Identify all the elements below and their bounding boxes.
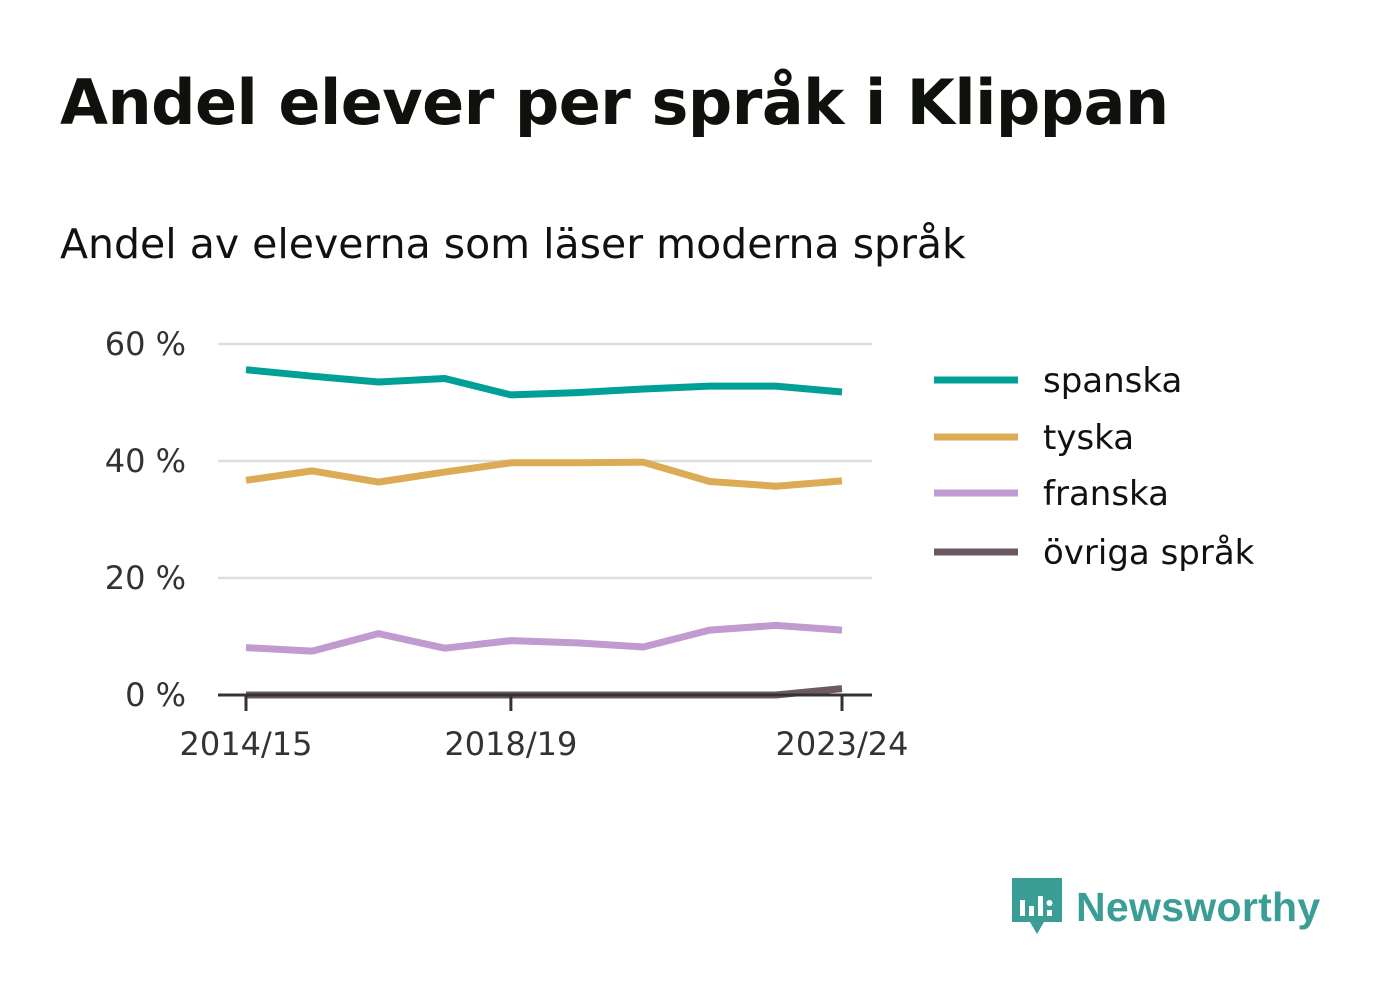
axes: 0 % 20 % 40 % 60 % 2014/15 2018/19 2023/24	[105, 325, 909, 763]
legend-label-0: spanska	[1043, 361, 1182, 401]
series-line-0	[245, 366, 843, 399]
y-tick-label: 20 %	[105, 559, 186, 597]
newsworthy-logo: Newsworthy	[1010, 876, 1321, 938]
x-tick-label: 2018/19	[444, 725, 577, 763]
legend: spanska tyska franska övriga språk	[934, 361, 1255, 573]
newsworthy-logo-icon	[1012, 878, 1062, 934]
series-line-1	[245, 458, 843, 490]
series-lines	[245, 366, 843, 699]
legend-label-1: tyska	[1043, 418, 1134, 458]
chart-subtitle: Andel av eleverna som läser moderna språ…	[60, 220, 966, 268]
x-tick-label: 2014/15	[180, 725, 313, 763]
legend-label-2: franska	[1043, 474, 1169, 514]
x-tick-label: 2023/24	[776, 725, 909, 763]
y-tick-label: 0 %	[125, 676, 186, 714]
y-tick-label: 40 %	[105, 442, 186, 480]
newsworthy-logo-text: Newsworthy	[1076, 883, 1321, 930]
series-line-2	[245, 621, 843, 655]
y-tick-label: 60 %	[105, 325, 186, 363]
chart-title: Andel elever per språk i Klippan	[60, 66, 1169, 139]
legend-label-3: övriga språk	[1043, 533, 1255, 573]
